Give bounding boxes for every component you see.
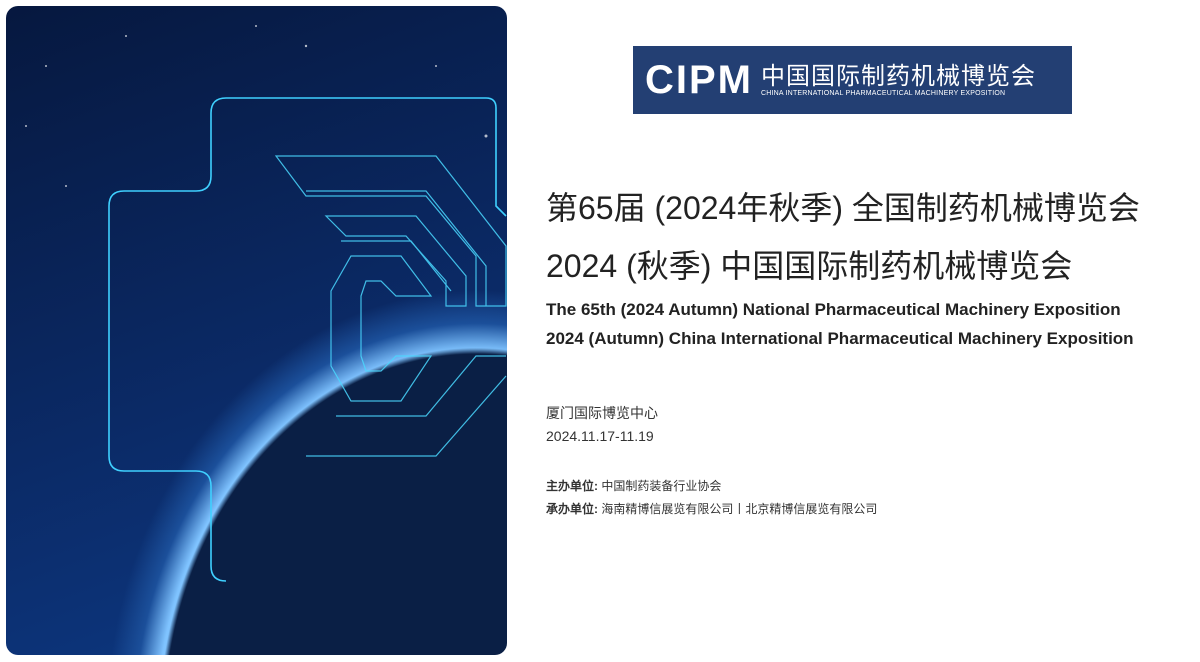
title-en-1: The 65th (2024 Autumn) National Pharmace… — [546, 300, 1121, 319]
logo-mark: CIPM — [645, 57, 753, 102]
host-row: 主办单位: 中国制药装备行业协会 — [546, 477, 721, 494]
organizer-row: 承办单位: 海南精博信展览有限公司丨北京精博信展览有限公司 — [546, 500, 877, 517]
title-en-2: 2024 (Autumn) China International Pharma… — [546, 329, 1134, 348]
venue: 厦门国际博览中心 — [546, 405, 658, 421]
circuit-logo-graphic — [25, 25, 507, 582]
cipm-logo: CIPM 中国国际制药机械博览会 CHINA INTERNATIONAL PHA… — [633, 46, 1072, 114]
logo-en: CHINA INTERNATIONAL PHARMACEUTICAL MACHI… — [761, 89, 1006, 97]
hero-image — [6, 6, 507, 655]
host: 中国制药装备行业协会 — [601, 479, 722, 493]
dates: 2024.11.17-11.19 — [546, 428, 654, 444]
title-cn-2: 2024 (秋季) 中国国际制药机械博览会 — [546, 248, 1073, 284]
organizer: 海南精博信展览有限公司丨北京精博信展览有限公司 — [601, 502, 878, 516]
title-cn-1: 第65届 (2024年秋季) 全国制药机械博览会 — [546, 190, 1140, 226]
host-label: 主办单位: — [546, 479, 598, 493]
organizer-label: 承办单位: — [546, 502, 598, 516]
logo-cn: 中国国际制药机械博览会 — [761, 62, 1036, 90]
